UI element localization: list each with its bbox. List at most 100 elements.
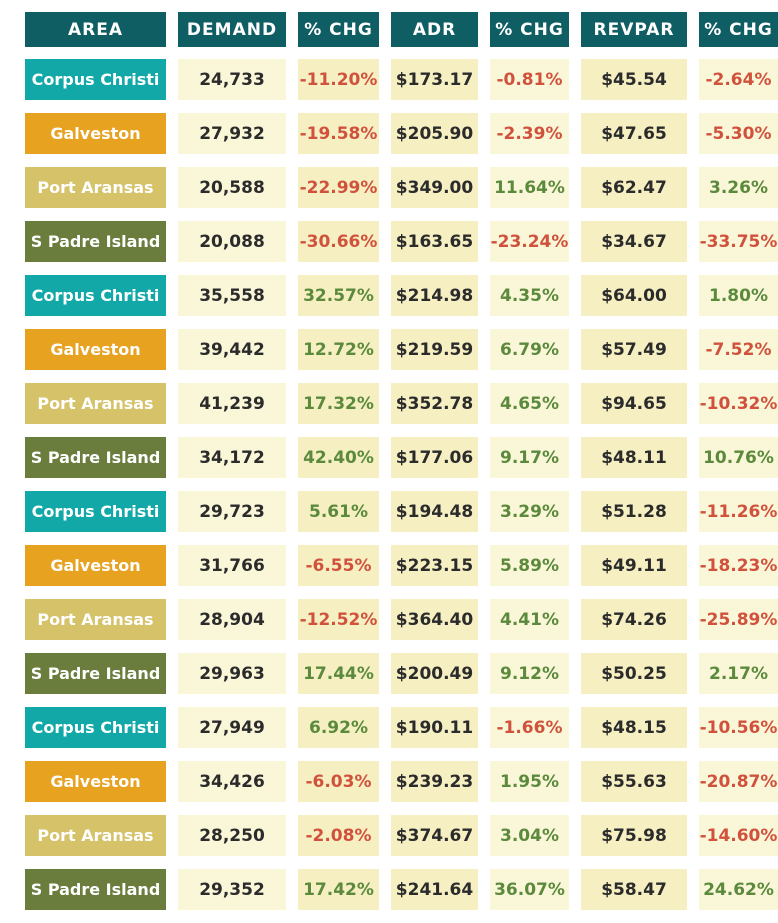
area-label: Galveston xyxy=(25,329,166,370)
revpar-chg-cell: -5.30% xyxy=(699,113,778,154)
adr-cell: $352.78 xyxy=(391,383,478,424)
demand-cell: 24,733 xyxy=(178,59,286,100)
adr-cell: $219.59 xyxy=(391,329,478,370)
adr-chg-cell: -2.39% xyxy=(490,113,569,154)
header-demand-chg: % CHG xyxy=(298,12,379,47)
demand-chg-cell: 17.44% xyxy=(298,653,379,694)
header-adr: ADR xyxy=(391,12,478,47)
adr-cell: $205.90 xyxy=(391,113,478,154)
header-demand: DEMAND xyxy=(178,12,286,47)
area-label: Port Aransas xyxy=(25,383,166,424)
adr-cell: $364.40 xyxy=(391,599,478,640)
revpar-chg-cell: -11.26% xyxy=(699,491,778,532)
demand-cell: 28,904 xyxy=(178,599,286,640)
demand-cell: 29,352 xyxy=(178,869,286,910)
demand-chg-cell: 42.40% xyxy=(298,437,379,478)
adr-cell: $190.11 xyxy=(391,707,478,748)
adr-cell: $214.98 xyxy=(391,275,478,316)
revpar-cell: $51.28 xyxy=(581,491,687,532)
demand-cell: 27,932 xyxy=(178,113,286,154)
demand-chg-cell: -6.03% xyxy=(298,761,379,802)
revpar-chg-cell: -25.89% xyxy=(699,599,778,640)
adr-cell: $173.17 xyxy=(391,59,478,100)
adr-chg-cell: 9.12% xyxy=(490,653,569,694)
revpar-cell: $50.25 xyxy=(581,653,687,694)
revpar-chg-cell: -18.23% xyxy=(699,545,778,586)
demand-cell: 20,588 xyxy=(178,167,286,208)
revpar-cell: $48.15 xyxy=(581,707,687,748)
area-label: Corpus Christi xyxy=(25,491,166,532)
area-label: S Padre Island xyxy=(25,653,166,694)
area-label: S Padre Island xyxy=(25,869,166,910)
adr-chg-cell: 4.35% xyxy=(490,275,569,316)
demand-chg-cell: -2.08% xyxy=(298,815,379,856)
adr-cell: $200.49 xyxy=(391,653,478,694)
revpar-cell: $55.63 xyxy=(581,761,687,802)
demand-chg-cell: -30.66% xyxy=(298,221,379,262)
adr-chg-cell: 4.41% xyxy=(490,599,569,640)
adr-chg-cell: 1.95% xyxy=(490,761,569,802)
header-area: AREA xyxy=(25,12,166,47)
adr-chg-cell: -0.81% xyxy=(490,59,569,100)
demand-cell: 39,442 xyxy=(178,329,286,370)
header-adr-chg: % CHG xyxy=(490,12,569,47)
demand-chg-cell: 5.61% xyxy=(298,491,379,532)
demand-chg-cell: 6.92% xyxy=(298,707,379,748)
area-label: S Padre Island xyxy=(25,221,166,262)
header-revpar: REVPAR xyxy=(581,12,687,47)
revpar-cell: $58.47 xyxy=(581,869,687,910)
revpar-chg-cell: -33.75% xyxy=(699,221,778,262)
adr-chg-cell: 6.79% xyxy=(490,329,569,370)
revpar-cell: $49.11 xyxy=(581,545,687,586)
revpar-cell: $34.67 xyxy=(581,221,687,262)
revpar-chg-cell: 24.62% xyxy=(699,869,778,910)
revpar-cell: $75.98 xyxy=(581,815,687,856)
revpar-chg-cell: -7.52% xyxy=(699,329,778,370)
demand-cell: 29,723 xyxy=(178,491,286,532)
demand-chg-cell: -6.55% xyxy=(298,545,379,586)
area-label: Port Aransas xyxy=(25,599,166,640)
demand-cell: 34,172 xyxy=(178,437,286,478)
demand-cell: 41,239 xyxy=(178,383,286,424)
revpar-cell: $64.00 xyxy=(581,275,687,316)
adr-cell: $374.67 xyxy=(391,815,478,856)
demand-cell: 28,250 xyxy=(178,815,286,856)
demand-chg-cell: 17.32% xyxy=(298,383,379,424)
revpar-cell: $45.54 xyxy=(581,59,687,100)
revpar-cell: $94.65 xyxy=(581,383,687,424)
revpar-chg-cell: -10.56% xyxy=(699,707,778,748)
revpar-chg-cell: 10.76% xyxy=(699,437,778,478)
adr-cell: $163.65 xyxy=(391,221,478,262)
adr-cell: $223.15 xyxy=(391,545,478,586)
area-label: Galveston xyxy=(25,113,166,154)
adr-chg-cell: 3.04% xyxy=(490,815,569,856)
demand-chg-cell: -11.20% xyxy=(298,59,379,100)
area-label: Port Aransas xyxy=(25,167,166,208)
adr-cell: $239.23 xyxy=(391,761,478,802)
demand-chg-cell: -12.52% xyxy=(298,599,379,640)
revpar-chg-cell: -2.64% xyxy=(699,59,778,100)
demand-chg-cell: -22.99% xyxy=(298,167,379,208)
adr-chg-cell: 4.65% xyxy=(490,383,569,424)
demand-cell: 20,088 xyxy=(178,221,286,262)
revpar-chg-cell: 3.26% xyxy=(699,167,778,208)
adr-chg-cell: 36.07% xyxy=(490,869,569,910)
revpar-chg-cell: -10.32% xyxy=(699,383,778,424)
demand-cell: 31,766 xyxy=(178,545,286,586)
demand-chg-cell: -19.58% xyxy=(298,113,379,154)
header-revpar-chg: % CHG xyxy=(699,12,778,47)
revpar-cell: $57.49 xyxy=(581,329,687,370)
adr-cell: $194.48 xyxy=(391,491,478,532)
area-label: S Padre Island xyxy=(25,437,166,478)
adr-chg-cell: -23.24% xyxy=(490,221,569,262)
demand-cell: 34,426 xyxy=(178,761,286,802)
revpar-chg-cell: -14.60% xyxy=(699,815,778,856)
area-label: Corpus Christi xyxy=(25,707,166,748)
demand-cell: 27,949 xyxy=(178,707,286,748)
adr-cell: $349.00 xyxy=(391,167,478,208)
area-label: Corpus Christi xyxy=(25,59,166,100)
demand-cell: 29,963 xyxy=(178,653,286,694)
revpar-cell: $47.65 xyxy=(581,113,687,154)
adr-chg-cell: 5.89% xyxy=(490,545,569,586)
